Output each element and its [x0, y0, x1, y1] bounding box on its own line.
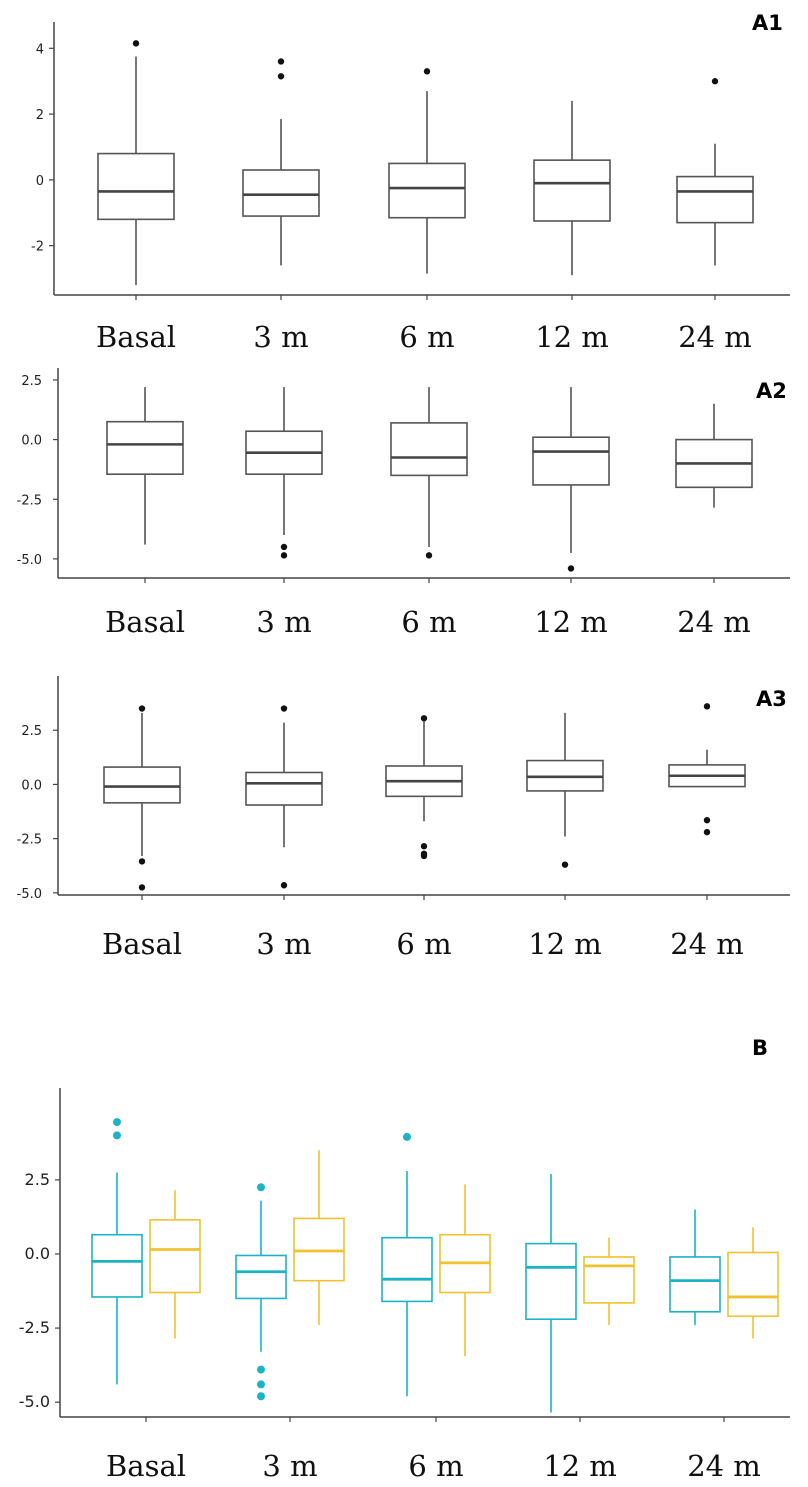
x-category-label: 3 m	[262, 1449, 317, 1483]
outlier-point	[703, 828, 711, 836]
x-category-label: 6 m	[408, 1449, 463, 1483]
outlier-point	[425, 552, 433, 559]
outlier-point	[113, 1131, 121, 1140]
x-category-label: 24 m	[670, 927, 744, 961]
y-tick-label: 0.0	[25, 1244, 50, 1263]
outlier-point	[420, 852, 428, 860]
x-category-label: 6 m	[396, 927, 451, 961]
outlier-point	[280, 705, 288, 712]
box	[727, 1251, 779, 1318]
panel-label: A3	[756, 687, 787, 711]
y-tick-label: -2	[31, 240, 44, 255]
box	[669, 1256, 721, 1313]
outlier-point	[138, 705, 146, 712]
outlier-point	[280, 543, 288, 551]
x-category-label: Basal	[105, 605, 185, 639]
panel-label: B	[752, 1036, 768, 1060]
outlier-point	[257, 1392, 265, 1401]
y-tick-label: -5.0	[17, 553, 42, 568]
y-tick-label: -2.5	[17, 833, 42, 848]
x-category-label: 3 m	[253, 320, 308, 354]
box	[242, 169, 320, 217]
y-tick-label: 0.0	[21, 434, 42, 449]
x-category-label: Basal	[102, 927, 182, 961]
box	[293, 1217, 345, 1282]
outlier-point	[420, 843, 428, 850]
outlier-point	[280, 552, 288, 559]
x-category-label: 3 m	[256, 927, 311, 961]
box	[676, 175, 754, 224]
outlier-point	[277, 58, 285, 65]
y-tick-label: -5.0	[19, 1392, 50, 1411]
x-category-label: 24 m	[687, 1449, 761, 1483]
outlier-point	[277, 73, 285, 80]
y-tick-label: -5.0	[17, 887, 42, 902]
x-category-label: 6 m	[399, 320, 454, 354]
box	[103, 766, 181, 804]
box	[149, 1219, 201, 1294]
box	[245, 771, 323, 806]
x-category-label: 12 m	[535, 320, 609, 354]
outlier-point	[132, 40, 140, 47]
x-category-label: 12 m	[534, 605, 608, 639]
y-tick-label: 0	[36, 174, 44, 189]
outlier-point	[703, 703, 711, 710]
y-tick-label: -2.5	[19, 1318, 50, 1337]
y-tick-label: 4	[36, 42, 44, 57]
outlier-point	[280, 882, 288, 889]
box	[97, 152, 175, 221]
box	[583, 1256, 635, 1304]
panel-label: A2	[756, 379, 787, 403]
x-category-label: 12 m	[528, 927, 602, 961]
outlier-point	[423, 68, 431, 75]
outlier-point	[257, 1380, 265, 1389]
box	[525, 1242, 577, 1320]
box	[381, 1236, 433, 1303]
box	[388, 162, 466, 219]
x-category-label: 24 m	[677, 605, 751, 639]
box	[390, 422, 468, 477]
outlier-point	[257, 1365, 265, 1374]
outlier-point	[420, 715, 428, 722]
y-tick-label: 2.5	[21, 724, 42, 739]
box	[91, 1233, 143, 1298]
x-category-label: 3 m	[256, 605, 311, 639]
x-category-label: 12 m	[543, 1449, 617, 1483]
outlier-point	[257, 1183, 265, 1192]
box	[533, 159, 611, 222]
y-tick-label: 2.5	[25, 1170, 50, 1189]
outlier-point	[711, 78, 719, 85]
x-category-label: Basal	[106, 1449, 186, 1483]
box	[235, 1254, 287, 1300]
box	[532, 436, 610, 486]
x-category-label: Basal	[96, 320, 176, 354]
y-tick-label: 0.0	[21, 778, 42, 793]
y-tick-label: 2.5	[21, 374, 42, 389]
box	[106, 420, 184, 475]
outlier-point	[561, 861, 569, 868]
outlier-point	[703, 816, 711, 824]
y-tick-label: 2	[36, 108, 44, 123]
outlier-point	[138, 884, 146, 891]
outlier-point	[138, 858, 146, 865]
panel-label: A1	[752, 11, 783, 35]
x-category-label: 24 m	[678, 320, 752, 354]
x-category-label: 6 m	[401, 605, 456, 639]
outlier-point	[113, 1118, 121, 1127]
outlier-point	[567, 565, 575, 572]
y-tick-label: -2.5	[17, 493, 42, 508]
outlier-point	[403, 1132, 411, 1141]
